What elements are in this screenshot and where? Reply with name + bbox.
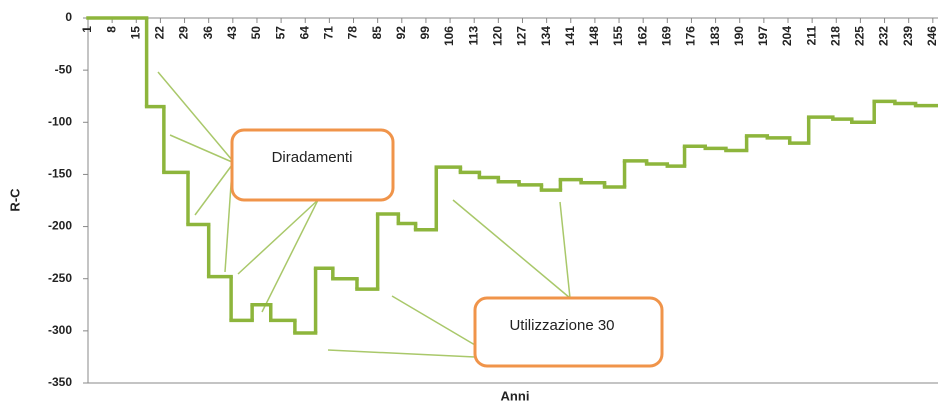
- x-tick-label: 155: [611, 26, 625, 46]
- callout-line: [391, 295, 476, 346]
- x-tick-label: 22: [153, 26, 167, 40]
- x-tick-label: 71: [322, 26, 336, 40]
- annotation: Utilizzazione 30: [509, 317, 614, 334]
- x-tick-label: 99: [418, 26, 432, 40]
- x-tick-label: 218: [828, 26, 842, 46]
- x-tick-label: 190: [732, 26, 746, 46]
- x-tick-label: 120: [491, 26, 505, 46]
- callout-line: [261, 199, 319, 313]
- y-tick-label: -100: [48, 114, 72, 128]
- x-tick-label: 148: [587, 26, 601, 46]
- x-tick-label: 29: [177, 26, 191, 40]
- x-tick-label: 211: [804, 26, 818, 46]
- callout-line: [237, 199, 319, 275]
- x-tick-label: 36: [201, 26, 215, 40]
- x-tick-label: 8: [104, 26, 118, 33]
- callout-line: [169, 134, 233, 163]
- callout-line: [327, 349, 476, 358]
- x-tick-label: 57: [273, 26, 287, 40]
- x-tick-label: 134: [539, 26, 553, 46]
- x-tick-label: 183: [708, 26, 722, 46]
- y-tick-label: -250: [48, 271, 72, 285]
- y-tick-label: -200: [48, 219, 72, 233]
- x-axis-label: Anni: [501, 388, 530, 403]
- x-tick-label: 169: [659, 26, 673, 46]
- x-tick-label: 43: [225, 26, 239, 40]
- annotation-box: [230, 128, 395, 202]
- x-tick-label: 85: [370, 26, 384, 40]
- y-tick-label: -300: [48, 323, 72, 337]
- x-tick-label: 1: [80, 26, 94, 33]
- callout-line: [452, 199, 571, 299]
- x-tick-label: 92: [394, 26, 408, 40]
- x-tick-label: 176: [684, 26, 698, 46]
- x-tick-label: 106: [442, 26, 456, 46]
- x-tick-label: 197: [756, 26, 770, 46]
- x-tick-label: 15: [128, 26, 142, 40]
- x-tick-label: 141: [563, 26, 577, 46]
- x-tick-label: 50: [249, 26, 263, 40]
- x-tick-label: 162: [635, 26, 649, 46]
- x-tick-label: 246: [925, 26, 938, 46]
- annotation: Diradamenti: [272, 149, 353, 166]
- callouts: [157, 71, 571, 358]
- callout-line: [157, 71, 233, 161]
- y-axis-label: R-C: [7, 188, 22, 212]
- x-tick-label: 113: [466, 26, 480, 46]
- callout-line: [559, 201, 571, 299]
- x-tick-label: 78: [346, 26, 360, 40]
- y-tick-label: -50: [55, 62, 73, 76]
- y-tick-label: -350: [48, 375, 72, 389]
- callout-line: [194, 164, 233, 216]
- x-tick-label: 127: [515, 26, 529, 46]
- x-tick-label: 225: [853, 26, 867, 46]
- annotation-box: [473, 296, 664, 368]
- y-tick-label: 0: [65, 10, 72, 24]
- y-tick-label: -150: [48, 167, 72, 181]
- x-tick-label: 64: [297, 26, 311, 40]
- x-tick-label: 232: [877, 26, 891, 46]
- x-tick-label: 239: [901, 26, 915, 46]
- x-tick-label: 204: [780, 26, 794, 46]
